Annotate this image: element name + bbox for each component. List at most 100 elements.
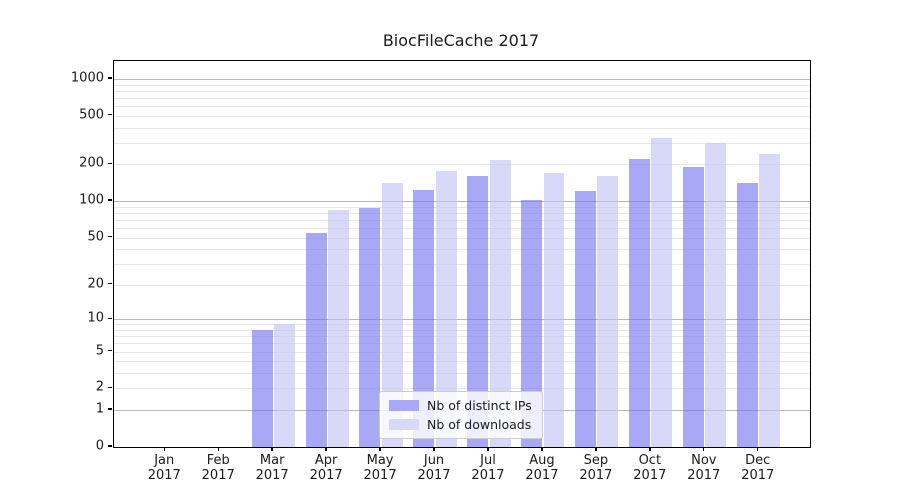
- x-tick-mark-dec: [757, 447, 759, 451]
- minor-gridline-4: [114, 361, 810, 363]
- x-tick-label-sep: Sep 2017: [579, 453, 613, 483]
- legend-swatch-downloads: [389, 419, 419, 430]
- minor-gridline-800: [114, 90, 810, 92]
- minor-gridline-9: [114, 324, 810, 326]
- x-tick-mark-sep: [595, 447, 597, 451]
- legend-label-downloads: Nb of downloads: [427, 417, 532, 432]
- bar-sep-downloads: [597, 175, 619, 447]
- minor-gridline-200: [114, 164, 810, 166]
- x-tick-mark-may: [379, 447, 381, 451]
- y-tick-label-1000: 1000: [70, 70, 104, 86]
- x-tick-label-apr: Apr 2017: [309, 453, 343, 483]
- x-tick-mark-jul: [487, 447, 489, 451]
- minor-gridline-500: [114, 115, 810, 117]
- bar-may-distinct-ips: [359, 207, 381, 447]
- y-tick-label-1: 1: [95, 401, 104, 417]
- bar-jul-distinct-ips: [467, 175, 489, 447]
- y-tick-label-5: 5: [95, 343, 104, 359]
- y-tick-label-500: 500: [79, 107, 104, 123]
- minor-gridline-300: [114, 142, 810, 144]
- minor-gridline-20: [114, 284, 810, 286]
- x-tick-mark-feb: [217, 447, 219, 451]
- bar-may-downloads: [381, 183, 403, 447]
- legend-swatch-distinct-ips: [389, 400, 419, 411]
- x-tick-label-dec: Dec 2017: [741, 453, 775, 483]
- bar-oct-distinct-ips: [629, 159, 651, 447]
- x-tick-label-may: May 2017: [363, 453, 397, 483]
- minor-gridline-7: [114, 336, 810, 338]
- bar-aug-downloads: [543, 173, 565, 447]
- y-tick-mark-5: [108, 349, 112, 352]
- bar-jun-downloads: [435, 170, 457, 447]
- bar-dec-distinct-ips: [737, 182, 759, 447]
- minor-gridline-40: [114, 249, 810, 251]
- y-tick-mark-50: [108, 235, 112, 238]
- y-tick-mark-1000: [108, 77, 112, 79]
- y-tick-mark-100: [108, 199, 112, 201]
- bar-nov-downloads: [705, 142, 727, 447]
- y-tick-label-20: 20: [87, 276, 104, 292]
- minor-gridline-3: [114, 373, 810, 375]
- bar-apr-downloads: [327, 210, 349, 447]
- minor-gridline-600: [114, 106, 810, 108]
- y-tick-mark-1: [108, 408, 112, 410]
- bar-dec-downloads: [759, 154, 781, 447]
- minor-gridline-6: [114, 343, 810, 345]
- y-tick-mark-500: [108, 114, 112, 116]
- bar-apr-distinct-ips: [305, 232, 327, 447]
- bar-mar-downloads: [273, 324, 295, 447]
- x-tick-label-jun: Jun 2017: [417, 453, 451, 483]
- legend-entry-distinct-ips: Nb of distinct IPs: [389, 398, 532, 413]
- y-tick-mark-10: [108, 317, 112, 319]
- y-tick-mark-2: [108, 386, 112, 389]
- x-tick-mark-jan: [163, 447, 165, 451]
- x-tick-mark-nov: [703, 447, 705, 451]
- minor-gridline-900: [114, 84, 810, 86]
- x-tick-label-mar: Mar 2017: [255, 453, 289, 483]
- minor-gridline-80: [114, 212, 810, 214]
- x-tick-label-nov: Nov 2017: [687, 453, 721, 483]
- major-gridline-10: [114, 319, 810, 321]
- minor-gridline-700: [114, 97, 810, 99]
- bar-mar-distinct-ips: [251, 329, 273, 447]
- y-tick-label-50: 50: [87, 229, 104, 245]
- chart-title: BiocFileCache 2017: [382, 31, 540, 50]
- x-tick-label-jan: Jan 2017: [147, 453, 181, 483]
- minor-gridline-2: [114, 388, 810, 390]
- x-tick-label-feb: Feb 2017: [201, 453, 235, 483]
- major-gridline-1000: [114, 78, 810, 80]
- y-tick-mark-200: [108, 162, 112, 165]
- x-tick-mark-jun: [433, 447, 435, 451]
- minor-gridline-90: [114, 206, 810, 208]
- plot-area: [113, 60, 811, 448]
- x-tick-mark-mar: [271, 447, 273, 451]
- minor-gridline-8: [114, 329, 810, 331]
- minor-gridline-70: [114, 219, 810, 221]
- y-tick-label-10: 10: [87, 310, 104, 326]
- minor-gridline-50: [114, 237, 810, 239]
- bar-aug-distinct-ips: [521, 200, 543, 447]
- legend-entry-downloads: Nb of downloads: [389, 417, 532, 432]
- y-tick-label-200: 200: [79, 155, 104, 171]
- major-gridline-100: [114, 201, 810, 203]
- x-tick-label-oct: Oct 2017: [633, 453, 667, 483]
- bar-nov-distinct-ips: [683, 167, 705, 447]
- minor-gridline-30: [114, 264, 810, 266]
- x-tick-mark-apr: [325, 447, 327, 451]
- minor-gridline-400: [114, 127, 810, 129]
- x-tick-mark-oct: [649, 447, 651, 451]
- bar-jun-distinct-ips: [413, 189, 435, 447]
- x-tick-label-jul: Jul 2017: [471, 453, 505, 483]
- x-tick-mark-aug: [541, 447, 543, 451]
- y-tick-label-100: 100: [79, 192, 104, 208]
- y-tick-label-2: 2: [95, 379, 104, 395]
- minor-gridline-60: [114, 227, 810, 229]
- bar-oct-downloads: [651, 137, 673, 447]
- y-tick-label-0: 0: [95, 438, 104, 454]
- legend-label-distinct-ips: Nb of distinct IPs: [427, 398, 532, 413]
- legend: Nb of distinct IPs Nb of downloads: [379, 391, 543, 439]
- x-tick-label-aug: Aug 2017: [525, 453, 559, 483]
- y-tick-mark-20: [108, 283, 112, 285]
- bar-sep-distinct-ips: [575, 191, 597, 447]
